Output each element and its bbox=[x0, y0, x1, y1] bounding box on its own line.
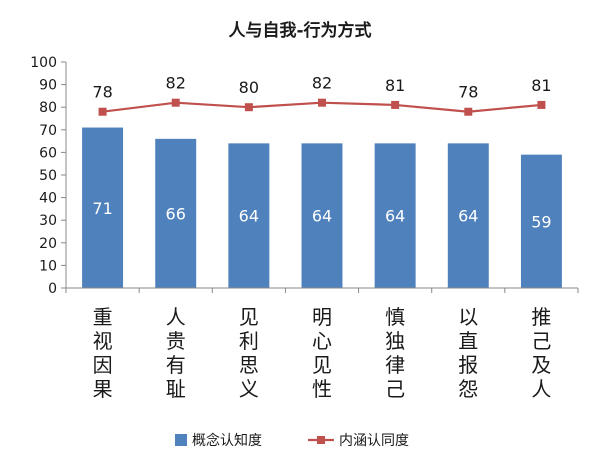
x-tick-label: 人贵有耻 bbox=[166, 305, 186, 401]
y-tick-label: 60 bbox=[39, 145, 57, 161]
line-data-label: 82 bbox=[166, 74, 186, 93]
legend-swatch-marker bbox=[317, 436, 325, 444]
bar-data-label: 59 bbox=[531, 212, 551, 231]
line-marker bbox=[391, 100, 400, 109]
y-tick-label: 10 bbox=[39, 258, 57, 274]
line-marker bbox=[537, 100, 546, 109]
bar bbox=[228, 143, 270, 288]
line-series: 78 82 80 82 81 78 81 bbox=[92, 74, 552, 116]
bar-series: 71 66 64 64 64 64 59 bbox=[82, 127, 562, 288]
bar-data-label: 64 bbox=[385, 207, 405, 226]
bar bbox=[374, 143, 416, 288]
bar-data-label: 64 bbox=[312, 207, 332, 226]
x-tick-label: 重视因果 bbox=[93, 305, 113, 401]
y-tick-label: 30 bbox=[39, 213, 57, 229]
y-axis: 0 10 20 30 40 50 60 70 80 90 100 bbox=[30, 55, 67, 297]
y-tick-label: 40 bbox=[39, 191, 57, 207]
legend: 概念认知度 内涵认同度 bbox=[175, 432, 409, 449]
bar-data-label: 64 bbox=[239, 207, 259, 226]
y-tick-label: 50 bbox=[39, 168, 57, 184]
y-tick-label: 0 bbox=[48, 281, 57, 297]
line-marker bbox=[171, 98, 180, 107]
line-data-label: 78 bbox=[92, 83, 112, 102]
y-tick-label: 70 bbox=[39, 123, 57, 139]
legend-label-bar: 概念认知度 bbox=[192, 432, 262, 449]
line-data-label: 82 bbox=[312, 74, 332, 93]
x-tick-label: 推己及人 bbox=[531, 305, 551, 401]
line-data-label: 78 bbox=[458, 83, 478, 102]
bar-data-label: 71 bbox=[92, 199, 112, 218]
line-data-label: 81 bbox=[531, 76, 551, 95]
line-marker bbox=[244, 103, 253, 112]
bar bbox=[447, 143, 489, 288]
line-marker bbox=[98, 107, 107, 116]
y-tick-label: 100 bbox=[30, 55, 57, 71]
y-tick-label: 90 bbox=[39, 78, 57, 94]
x-tick-label: 见利思义 bbox=[239, 305, 259, 401]
chart-title: 人与自我-行为方式 bbox=[228, 20, 371, 41]
bar bbox=[82, 127, 124, 288]
x-axis: 重视因果 人贵有耻 见利思义 明心见性 慎独律己 以直报怨 推己及人 bbox=[65, 287, 579, 401]
legend-label-line: 内涵认同度 bbox=[339, 433, 409, 449]
line-data-label: 80 bbox=[239, 78, 259, 97]
line-data-label: 81 bbox=[385, 76, 405, 95]
x-tick-label: 明心见性 bbox=[312, 305, 332, 401]
y-tick-label: 20 bbox=[39, 236, 57, 252]
x-tick-label: 以直报怨 bbox=[458, 305, 478, 401]
bar-data-label: 64 bbox=[458, 207, 478, 226]
y-tick-label: 80 bbox=[39, 100, 57, 116]
line-marker bbox=[464, 107, 473, 116]
bar bbox=[520, 154, 562, 288]
x-tick-label: 慎独律己 bbox=[385, 305, 405, 401]
line-marker bbox=[318, 98, 326, 107]
bar bbox=[301, 143, 343, 288]
bar-data-label: 66 bbox=[166, 204, 186, 223]
bar bbox=[155, 138, 197, 288]
legend-swatch-bar bbox=[175, 434, 187, 446]
